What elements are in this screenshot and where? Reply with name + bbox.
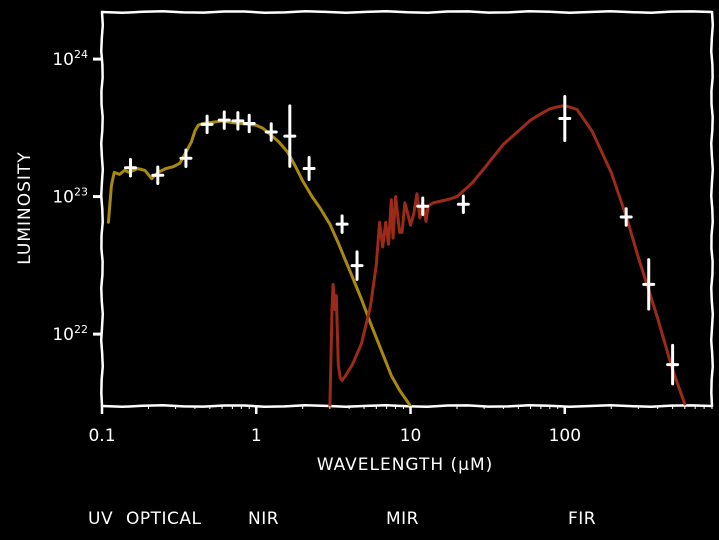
band-label-optical: OPTICAL xyxy=(126,509,202,529)
observation-point xyxy=(456,194,470,214)
band-label-uv: UV xyxy=(88,509,113,529)
observation-point xyxy=(264,122,278,142)
observation-point xyxy=(123,158,137,178)
observation-point xyxy=(642,258,656,311)
y-axis-label: LUMINOSITY xyxy=(15,151,35,264)
observation-point xyxy=(416,196,430,217)
frame-right xyxy=(709,10,715,408)
x-tick-label: 0.1 xyxy=(88,426,115,446)
x-axis-label: WAVELENGTH (μM) xyxy=(317,455,494,475)
observation-point xyxy=(151,165,165,185)
y-axis-ticks: 1022 1023 1024 xyxy=(52,48,102,345)
observation-point xyxy=(302,156,316,182)
y-tick-label: 1023 xyxy=(52,186,88,208)
band-label-fir: FIR xyxy=(568,509,596,529)
observation-point xyxy=(558,94,572,142)
observation-point xyxy=(666,343,680,386)
observation-point xyxy=(179,148,193,169)
band-label-mir: MIR xyxy=(386,509,419,529)
dust-model-line xyxy=(328,104,687,408)
x-tick-label: 10 xyxy=(400,426,422,446)
stellar-series xyxy=(106,119,412,408)
plot-frame xyxy=(99,9,715,409)
stellar-template-line xyxy=(106,119,412,408)
y-tick-label: 1024 xyxy=(52,48,88,70)
frame-bottom xyxy=(100,403,714,409)
band-label-nir: NIR xyxy=(248,509,279,529)
observation-point xyxy=(619,207,633,227)
observation-point xyxy=(242,113,256,134)
observation-point xyxy=(350,250,364,281)
frame-left xyxy=(99,10,105,408)
x-tick-label: 1 xyxy=(251,426,262,446)
x-axis-ticks: 0.1 1 10 100 xyxy=(88,406,713,446)
band-labels: UV OPTICAL NIR MIR FIR xyxy=(88,509,596,529)
x-tick-label: 100 xyxy=(549,426,581,446)
dust-series xyxy=(328,104,687,408)
observation-point xyxy=(217,110,231,130)
observation-point xyxy=(231,111,245,131)
y-tick-label: 1022 xyxy=(52,323,88,345)
observation-points xyxy=(123,94,680,386)
observation-point xyxy=(200,114,214,135)
observation-point xyxy=(335,214,349,234)
frame-top xyxy=(100,9,714,15)
observation-point xyxy=(283,104,297,168)
